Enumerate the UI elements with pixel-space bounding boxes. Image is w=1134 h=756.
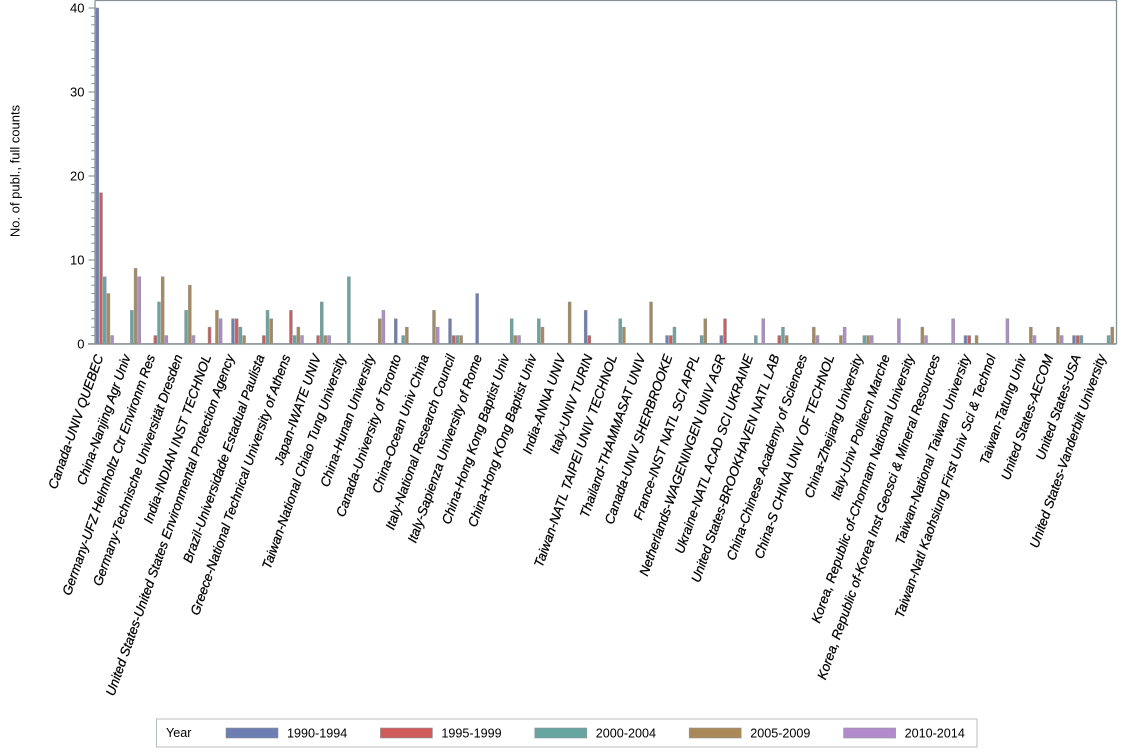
svg-text:30: 30 <box>70 84 84 99</box>
svg-text:0: 0 <box>77 336 84 351</box>
svg-text:2010-2014: 2010-2014 <box>905 727 965 741</box>
svg-text:20: 20 <box>70 168 84 183</box>
svg-text:No. of publ., full counts: No. of publ., full counts <box>7 104 22 237</box>
svg-text:1990-1994: 1990-1994 <box>287 727 347 741</box>
svg-text:1995-1999: 1995-1999 <box>441 727 501 741</box>
svg-text:Year: Year <box>166 726 191 740</box>
svg-text:2005-2009: 2005-2009 <box>750 727 810 741</box>
svg-text:10: 10 <box>70 252 84 267</box>
svg-text:40: 40 <box>70 0 84 15</box>
svg-text:2000-2004: 2000-2004 <box>596 727 656 741</box>
